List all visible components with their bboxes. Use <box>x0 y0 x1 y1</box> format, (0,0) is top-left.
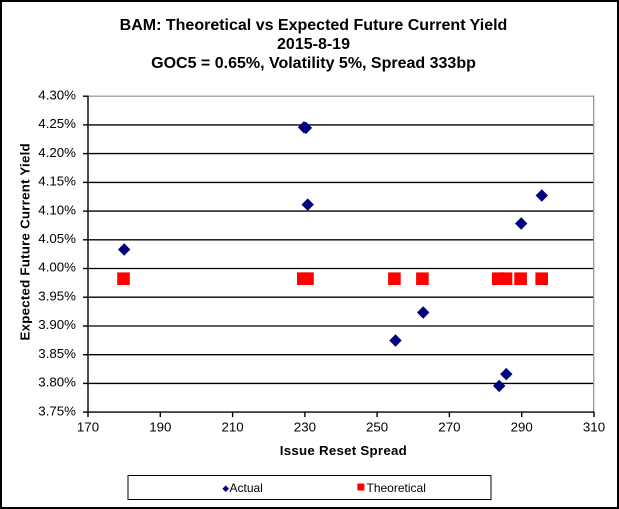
svg-text:250: 250 <box>366 419 388 434</box>
svg-text:4.00%: 4.00% <box>38 260 76 275</box>
svg-text:2015-8-19: 2015-8-19 <box>277 36 350 53</box>
svg-text:4.20%: 4.20% <box>38 145 76 160</box>
svg-text:230: 230 <box>294 419 316 434</box>
svg-text:4.25%: 4.25% <box>38 116 76 131</box>
svg-text:Expected Future Current Yield: Expected Future Current Yield <box>18 143 33 340</box>
svg-text:4.15%: 4.15% <box>38 174 76 189</box>
svg-text:3.90%: 3.90% <box>38 317 76 332</box>
svg-text:3.75%: 3.75% <box>38 403 76 418</box>
svg-text:310: 310 <box>583 419 605 434</box>
svg-text:4.05%: 4.05% <box>38 231 76 246</box>
svg-text:Issue Reset Spread: Issue Reset Spread <box>280 443 407 458</box>
svg-text:270: 270 <box>438 419 460 434</box>
svg-text:3.85%: 3.85% <box>38 346 76 361</box>
svg-text:3.80%: 3.80% <box>38 375 76 390</box>
svg-text:BAM: Theoretical vs Expected F: BAM: Theoretical vs Expected Future Curr… <box>120 17 508 34</box>
svg-text:210: 210 <box>222 419 244 434</box>
svg-text:290: 290 <box>511 419 533 434</box>
svg-text:Theoretical: Theoretical <box>367 481 426 495</box>
svg-text:4.30%: 4.30% <box>38 87 76 102</box>
svg-text:GOC5 = 0.65%, Volatility 5%, S: GOC5 = 0.65%, Volatility 5%, Spread 333b… <box>151 55 476 72</box>
svg-text:Actual: Actual <box>230 481 263 495</box>
svg-text:190: 190 <box>149 419 171 434</box>
svg-text:4.10%: 4.10% <box>38 202 76 217</box>
svg-text:3.95%: 3.95% <box>38 288 76 303</box>
svg-text:170: 170 <box>77 419 99 434</box>
